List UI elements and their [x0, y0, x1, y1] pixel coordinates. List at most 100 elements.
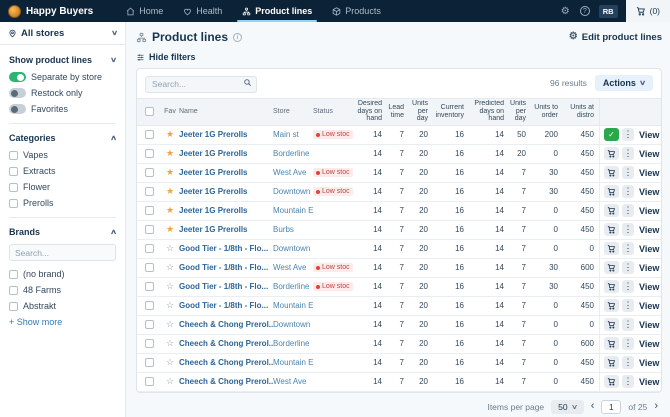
- row-checkbox[interactable]: [144, 301, 154, 310]
- store-link[interactable]: West Ave: [273, 377, 307, 386]
- product-name-link[interactable]: Jeeter 1G Prerolls: [179, 149, 248, 158]
- col-header-units-per-day-2[interactable]: Units per day: [510, 99, 526, 123]
- brand[interactable]: Happy Buyers: [0, 0, 103, 22]
- nav-item-health[interactable]: Health: [174, 0, 231, 22]
- brands-heading[interactable]: Brands ∧: [9, 227, 117, 237]
- current-page-input[interactable]: 1: [601, 399, 622, 414]
- col-header-units-at-distro[interactable]: Units at distro: [570, 103, 594, 119]
- product-name-link[interactable]: Jeeter 1G Prerolls: [179, 225, 248, 234]
- add-to-cart-button[interactable]: [604, 375, 619, 388]
- row-checkbox[interactable]: [144, 282, 154, 291]
- favorite-star-outline-icon[interactable]: ☆: [165, 300, 175, 310]
- prev-page-button[interactable]: ‹: [590, 400, 595, 412]
- product-name-link[interactable]: Jeeter 1G Prerolls: [179, 130, 248, 139]
- row-checkbox[interactable]: [144, 244, 154, 253]
- favorite-star-filled-icon[interactable]: ★: [165, 205, 175, 215]
- add-to-cart-button[interactable]: [604, 280, 619, 293]
- favorite-star-outline-icon[interactable]: ☆: [165, 376, 175, 386]
- row-menu-kebab-button[interactable]: ⋮: [622, 375, 634, 388]
- row-checkbox[interactable]: [144, 149, 154, 158]
- row-menu-kebab-button[interactable]: ⋮: [622, 318, 634, 331]
- cart-button[interactable]: (0): [625, 0, 670, 22]
- nav-item-home[interactable]: Home: [117, 0, 172, 22]
- view-link[interactable]: View: [639, 262, 660, 273]
- brands-search-input[interactable]: [9, 244, 116, 261]
- view-link[interactable]: View: [639, 167, 660, 178]
- store-link[interactable]: Mountain E: [273, 206, 313, 215]
- store-link[interactable]: Borderline: [273, 339, 310, 348]
- added-check-button[interactable]: ✓: [604, 128, 619, 141]
- checkbox-abstrakt[interactable]: Abstrakt: [9, 301, 116, 311]
- edit-product-lines-link[interactable]: ⚙ Edit product lines: [569, 32, 662, 43]
- page-size-select[interactable]: 50 ∨: [551, 399, 584, 414]
- add-to-cart-button[interactable]: [604, 147, 619, 160]
- row-menu-kebab-button[interactable]: ⋮: [622, 261, 634, 274]
- add-to-cart-button[interactable]: [604, 299, 619, 312]
- checkbox-vapes[interactable]: Vapes: [9, 150, 116, 160]
- col-header-units-per-day[interactable]: Units per day: [412, 99, 428, 123]
- store-link[interactable]: Borderline: [273, 282, 310, 291]
- row-checkbox[interactable]: [144, 206, 154, 215]
- hide-filters-button[interactable]: Hide filters: [136, 52, 662, 62]
- settings-gear-icon[interactable]: ⚙: [560, 5, 570, 17]
- view-link[interactable]: View: [639, 319, 660, 330]
- row-menu-kebab-button[interactable]: ⋮: [622, 204, 634, 217]
- col-header-lead-time[interactable]: Lead time: [388, 103, 404, 119]
- toggle-favorites[interactable]: Favorites: [9, 104, 116, 114]
- col-header-store[interactable]: Store: [273, 107, 290, 115]
- select-all-checkbox[interactable]: [144, 107, 154, 116]
- row-checkbox[interactable]: [144, 187, 154, 196]
- product-name-link[interactable]: Jeeter 1G Prerolls: [179, 168, 248, 177]
- row-menu-kebab-button[interactable]: ⋮: [622, 242, 634, 255]
- favorite-star-outline-icon[interactable]: ☆: [165, 281, 175, 291]
- product-name-link[interactable]: Cheech & Chong Prerol...: [179, 377, 273, 386]
- row-checkbox[interactable]: [144, 358, 154, 367]
- product-name-link[interactable]: Cheech & Chong Prerol...: [179, 320, 273, 329]
- row-menu-kebab-button[interactable]: ⋮: [622, 166, 634, 179]
- row-menu-kebab-button[interactable]: ⋮: [622, 128, 634, 141]
- add-to-cart-button[interactable]: [604, 242, 619, 255]
- product-name-link[interactable]: Good Tier - 1/8th - Flo...: [179, 244, 269, 253]
- row-checkbox[interactable]: [144, 130, 154, 139]
- toggle-separate-by-store[interactable]: Separate by store: [9, 72, 116, 82]
- row-menu-kebab-button[interactable]: ⋮: [622, 299, 634, 312]
- store-link[interactable]: Burbs: [273, 225, 294, 234]
- view-link[interactable]: View: [639, 300, 660, 311]
- view-link[interactable]: View: [639, 205, 660, 216]
- add-to-cart-button[interactable]: [604, 166, 619, 179]
- add-to-cart-button[interactable]: [604, 356, 619, 369]
- checkbox-no-brand[interactable]: (no brand): [9, 269, 116, 279]
- help-icon[interactable]: ?: [575, 0, 595, 22]
- toggle-restock-only[interactable]: Restock only: [9, 88, 116, 98]
- row-menu-kebab-button[interactable]: ⋮: [622, 280, 634, 293]
- nav-item-products[interactable]: Products: [323, 0, 390, 22]
- checkbox-48-farms[interactable]: 48 Farms: [9, 285, 116, 295]
- row-checkbox[interactable]: [144, 339, 154, 348]
- row-checkbox[interactable]: [144, 168, 154, 177]
- store-link[interactable]: Borderline: [273, 149, 310, 158]
- product-name-link[interactable]: Jeeter 1G Prerolls: [179, 206, 248, 215]
- checkbox-extracts[interactable]: Extracts: [9, 166, 116, 176]
- store-link[interactable]: Downtown: [273, 244, 311, 253]
- favorite-star-filled-icon[interactable]: ★: [165, 186, 175, 196]
- row-menu-kebab-button[interactable]: ⋮: [622, 356, 634, 369]
- view-link[interactable]: View: [639, 357, 660, 368]
- store-link[interactable]: Downtown: [273, 320, 311, 329]
- favorite-star-outline-icon[interactable]: ☆: [165, 262, 175, 272]
- store-link[interactable]: Mountain E: [273, 358, 313, 367]
- view-link[interactable]: View: [639, 338, 660, 349]
- table-search-input[interactable]: [145, 75, 257, 93]
- store-link[interactable]: Downtown: [273, 187, 311, 196]
- store-link[interactable]: West Ave: [273, 263, 307, 272]
- user-avatar[interactable]: RB: [598, 4, 618, 18]
- favorite-star-outline-icon[interactable]: ☆: [165, 338, 175, 348]
- row-checkbox[interactable]: [144, 377, 154, 386]
- categories-heading[interactable]: Categories ∧: [9, 133, 117, 143]
- add-to-cart-button[interactable]: [604, 318, 619, 331]
- product-name-link[interactable]: Jeeter 1G Prerolls: [179, 187, 248, 196]
- actions-button[interactable]: Actions ∨: [594, 75, 653, 92]
- view-link[interactable]: View: [639, 186, 660, 197]
- favorite-star-filled-icon[interactable]: ★: [165, 167, 175, 177]
- view-link[interactable]: View: [639, 129, 660, 140]
- row-menu-kebab-button[interactable]: ⋮: [622, 185, 634, 198]
